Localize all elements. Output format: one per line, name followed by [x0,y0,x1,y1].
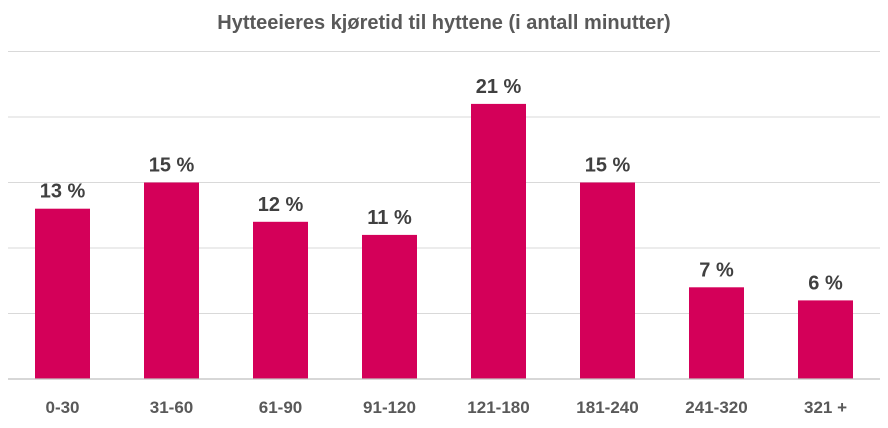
data-label: 6 % [808,272,843,294]
bar-31-60 [144,182,199,379]
gridlines [8,51,880,314]
chart-title: Hytteeieres kjøretid til hyttene (i anta… [217,12,670,34]
data-label: 7 % [699,259,734,281]
x-tick-label: 0-30 [45,398,79,417]
bar-121-180 [471,103,526,380]
bar-321 [798,300,853,379]
data-label: 15 % [585,155,631,177]
bar-181-240 [580,182,635,379]
x-tick-label: 241-320 [685,398,747,417]
data-label: 15 % [149,155,195,177]
x-tick-label: 181-240 [576,398,638,417]
bar-0-30 [35,208,90,379]
data-label: 13 % [40,181,86,203]
bars [35,103,853,380]
bar-61-90 [253,221,308,379]
bar-241-320 [689,287,744,379]
x-tick-label: 61-90 [259,398,302,417]
bar-91-120 [362,234,417,379]
x-tick-labels: 0-30 31-60 61-90 91-120 121-180 181-240 241-32… [45,398,847,417]
x-tick-label: 121-180 [467,398,529,417]
data-label: 21 % [476,76,522,98]
data-labels: 13 % 15 % 12 % 11 % 21 % 15 % 7 % 6 % [40,76,843,294]
data-label: 12 % [258,194,304,216]
x-tick-label: 31-60 [150,398,193,417]
data-label: 11 % [367,207,412,229]
x-tick-label: 321 + [804,398,847,417]
x-tick-label: 91-120 [363,398,416,417]
